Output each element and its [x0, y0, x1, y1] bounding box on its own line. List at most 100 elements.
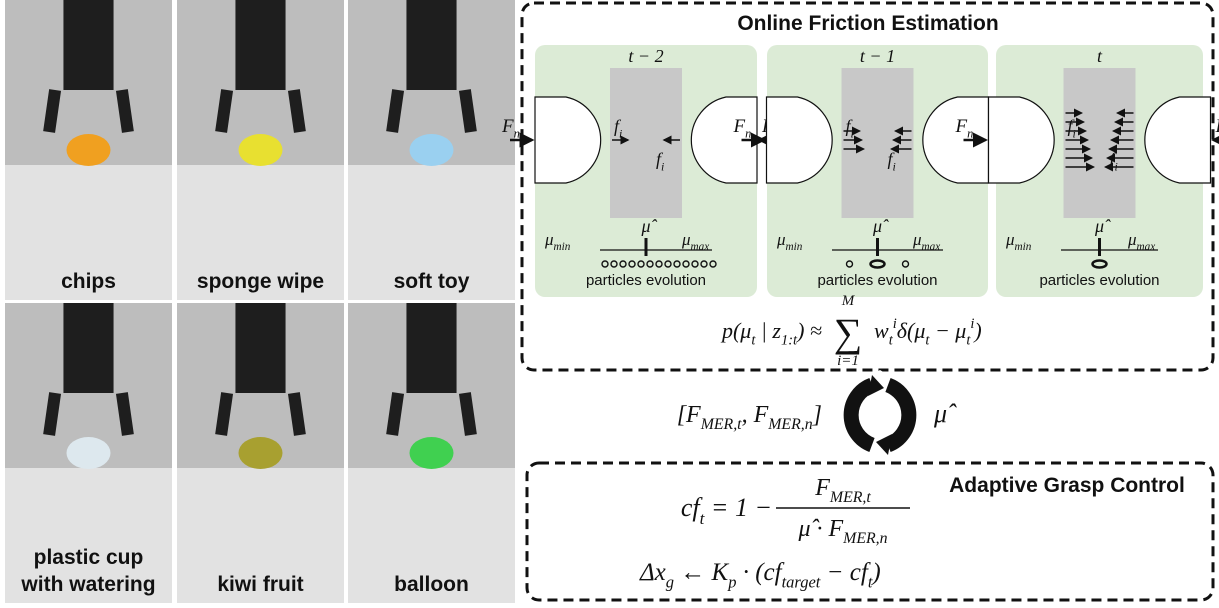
math-part: min — [1015, 241, 1032, 253]
math-part: F — [1215, 116, 1219, 137]
math-part: δ(μ — [897, 318, 926, 343]
math-part: w — [874, 318, 889, 343]
photo-label: soft toy — [394, 270, 470, 293]
math-part: [F — [677, 402, 701, 428]
math-part: μ — [1127, 230, 1137, 249]
particle — [628, 260, 636, 268]
particle — [869, 259, 886, 269]
math-part: Δx — [639, 559, 666, 586]
math-part: target — [782, 573, 821, 592]
gripper — [406, 0, 457, 90]
gripper-fingers — [215, 89, 306, 133]
math-part: t — [868, 573, 873, 592]
math-part: μ — [1005, 230, 1015, 249]
math-part: n — [967, 127, 973, 141]
math-part: f — [1068, 116, 1076, 136]
math: Fn — [955, 116, 974, 141]
finger-right — [1144, 96, 1212, 184]
particle — [637, 260, 645, 268]
math-part: n — [745, 127, 751, 141]
object-block — [1063, 68, 1136, 218]
sum-symbol: ∑ — [834, 310, 863, 355]
math-part: i — [970, 316, 974, 332]
math: Fn — [501, 116, 520, 141]
math-part: | z — [755, 318, 781, 343]
cycle-icon — [805, 370, 955, 460]
math-part: μ̂ — [933, 399, 957, 428]
object-block — [610, 68, 682, 218]
sum-upper: M — [841, 293, 856, 309]
object-block — [841, 68, 914, 218]
math: wtiδ(μt − μti) — [874, 316, 982, 349]
math-part: t — [966, 333, 971, 349]
photo-label: with watering — [20, 573, 155, 596]
math-part: g — [666, 573, 674, 592]
control-title: Adaptive Grasp Control — [949, 474, 1185, 497]
math-part: f — [656, 149, 664, 169]
estimation-box — [520, 1, 1215, 372]
math-part: μ — [544, 230, 554, 249]
math-part: max — [922, 241, 941, 253]
object — [66, 134, 111, 166]
gripper — [63, 303, 114, 393]
math-part: ) — [972, 318, 981, 343]
math: Fn — [1215, 116, 1219, 141]
photo-floor — [5, 468, 172, 603]
math-part: ) ≈ — [795, 318, 822, 343]
math-part: f — [888, 149, 896, 169]
finger-left — [765, 96, 833, 184]
gripper — [63, 0, 114, 90]
math: fi — [1068, 116, 1076, 140]
estimation-title: Online Friction Estimation — [737, 12, 998, 35]
math-part: MER,n — [842, 530, 887, 547]
photo-label: kiwi fruit — [217, 573, 303, 596]
math-part: i — [851, 126, 854, 140]
gripper-fingers — [215, 392, 306, 436]
math-part: f — [614, 116, 622, 136]
math-part: f — [1110, 149, 1118, 169]
math-part: cf — [681, 493, 704, 522]
math-part: μ̂ · F — [797, 516, 843, 542]
photo-label: plastic cup — [34, 546, 144, 569]
math-part: F — [955, 116, 968, 137]
math-part: ] — [812, 402, 822, 428]
math-part: μ — [776, 230, 786, 249]
gripper — [235, 303, 286, 393]
particle — [646, 260, 654, 268]
photo-label: sponge wipe — [197, 270, 324, 293]
photo-floor — [348, 468, 515, 603]
particle — [610, 260, 618, 268]
finger-right — [690, 96, 758, 184]
gripper-fingers — [386, 392, 477, 436]
particle — [1091, 259, 1108, 269]
particle — [845, 260, 854, 268]
photo-label: chips — [61, 270, 116, 293]
math: μ̂ · FMER,n — [797, 516, 887, 547]
math-part: p — [727, 573, 736, 592]
math-part: = 1 − — [704, 493, 772, 522]
math-part: i — [1115, 159, 1118, 173]
math-part: − μ — [929, 318, 966, 343]
math-part: MER,n — [767, 416, 812, 433]
particle — [664, 260, 672, 268]
math: μmax — [912, 230, 940, 253]
math-part: F — [814, 475, 830, 501]
control-box — [525, 461, 1215, 602]
math: μmin — [544, 230, 571, 253]
math-part: F — [733, 116, 746, 137]
photo-floor — [177, 165, 344, 300]
math-part: i — [661, 159, 664, 173]
math-part: min — [554, 241, 571, 253]
math: μ̂ — [933, 399, 957, 428]
panel-caption: particles evolution — [1039, 272, 1159, 289]
math: μmin — [1005, 230, 1032, 253]
math-part: μ — [681, 230, 691, 249]
math-part: t — [751, 333, 756, 349]
sum-lower: i=1 — [837, 353, 859, 369]
finger-right — [922, 96, 990, 184]
object — [409, 437, 454, 469]
math-part: μ — [912, 230, 922, 249]
math-part: i — [1073, 126, 1076, 140]
panel-caption: particles evolution — [817, 272, 937, 289]
